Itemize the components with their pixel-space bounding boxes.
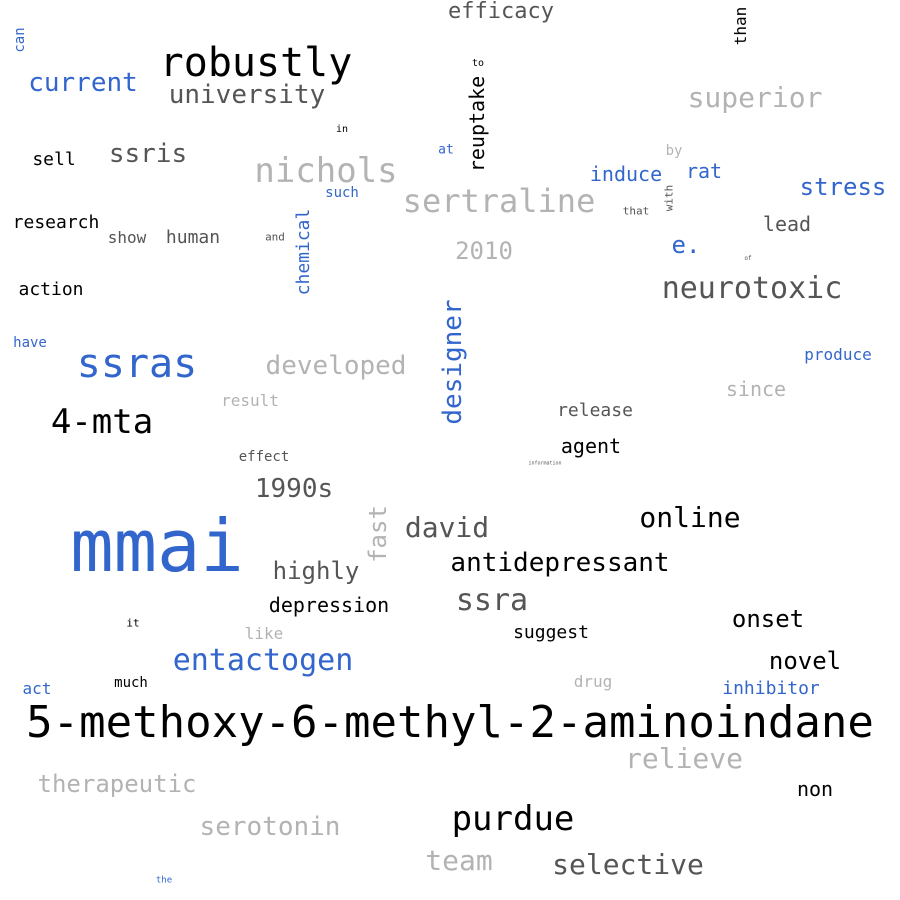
word-information: information bbox=[528, 460, 562, 467]
word-1990s: 1990s bbox=[254, 474, 334, 504]
word-non: non bbox=[796, 777, 834, 801]
word-since: since bbox=[725, 377, 787, 401]
word-robustly: robustly bbox=[159, 40, 353, 86]
word-effect: effect bbox=[238, 449, 290, 465]
word-ssras: ssras bbox=[76, 341, 198, 387]
word-produce: produce bbox=[804, 345, 872, 364]
word-online: online bbox=[639, 501, 741, 534]
word-the: the bbox=[155, 875, 173, 886]
word-2010: 2010 bbox=[455, 237, 513, 265]
word-designer: designer bbox=[438, 299, 468, 425]
word-onset: onset bbox=[731, 605, 805, 633]
word-depression: depression bbox=[268, 593, 390, 617]
word-current: current bbox=[28, 68, 138, 98]
word-and: and bbox=[265, 230, 285, 244]
word-action: action bbox=[18, 279, 84, 300]
word-relieve: relieve bbox=[624, 742, 744, 775]
word-4-mta: 4-mta bbox=[50, 402, 154, 442]
word-of: of bbox=[744, 255, 752, 262]
word-result: result bbox=[221, 391, 279, 410]
word-inhibitor: inhibitor bbox=[722, 678, 820, 699]
word-purdue: purdue bbox=[451, 799, 575, 839]
word-human: human bbox=[165, 227, 221, 248]
word-by: by bbox=[665, 143, 683, 159]
word-reuptake: reuptake bbox=[465, 75, 489, 173]
word-have: have bbox=[13, 335, 47, 351]
word-it: it bbox=[126, 616, 140, 630]
word-therapeutic: therapeutic bbox=[37, 770, 197, 798]
word-release: release bbox=[557, 400, 633, 421]
word-can: can bbox=[12, 27, 28, 53]
word-entactogen: entactogen bbox=[172, 643, 354, 678]
word-in: in bbox=[335, 124, 349, 135]
word-research: research bbox=[12, 212, 100, 233]
word-like: like bbox=[244, 624, 284, 643]
word-than: than bbox=[731, 6, 750, 46]
word-sell: sell bbox=[32, 149, 76, 170]
word-ssris: ssris bbox=[108, 139, 188, 169]
word-superior: superior bbox=[687, 81, 823, 114]
word-antidepressant: antidepressant bbox=[450, 548, 670, 578]
word-at: at bbox=[438, 142, 454, 158]
word-efficacy: efficacy bbox=[448, 0, 554, 24]
word-agent: agent bbox=[560, 434, 622, 458]
word-selective: selective bbox=[552, 848, 704, 881]
word-ssra: ssra bbox=[455, 583, 529, 618]
word-induce: induce bbox=[589, 162, 663, 186]
word-to: to bbox=[471, 58, 485, 69]
word-5-methoxy-6-methyl-2-aminoindane: 5-methoxy-6-methyl-2-aminoindane bbox=[26, 697, 874, 748]
word-fast: fast bbox=[364, 505, 392, 563]
word-rat: rat bbox=[685, 159, 723, 183]
word-much: much bbox=[114, 675, 148, 691]
word-lead: lead bbox=[762, 212, 812, 236]
word-novel: novel bbox=[768, 647, 842, 675]
word-serotonin: serotonin bbox=[199, 812, 341, 842]
word-drug: drug bbox=[573, 672, 613, 691]
word-sertraline: sertraline bbox=[402, 182, 596, 220]
word-act: act bbox=[22, 679, 52, 698]
word-chemical: chemical bbox=[293, 208, 314, 296]
word-that: that bbox=[622, 204, 650, 218]
word-stress: stress bbox=[799, 173, 887, 201]
word-developed: developed bbox=[265, 351, 407, 381]
word-university: university bbox=[168, 80, 326, 110]
word-such: such bbox=[325, 185, 359, 201]
word-david: david bbox=[404, 511, 490, 544]
word-nichols: nichols bbox=[254, 151, 398, 191]
word-with: with bbox=[662, 184, 676, 212]
word-e: e. bbox=[671, 231, 701, 259]
word-show: show bbox=[107, 228, 147, 247]
word-suggest: suggest bbox=[513, 622, 589, 643]
word-mmai: mmai bbox=[70, 504, 244, 588]
word-neurotoxic: neurotoxic bbox=[661, 271, 843, 306]
word-highly: highly bbox=[272, 557, 360, 585]
word-team: team bbox=[425, 844, 493, 877]
